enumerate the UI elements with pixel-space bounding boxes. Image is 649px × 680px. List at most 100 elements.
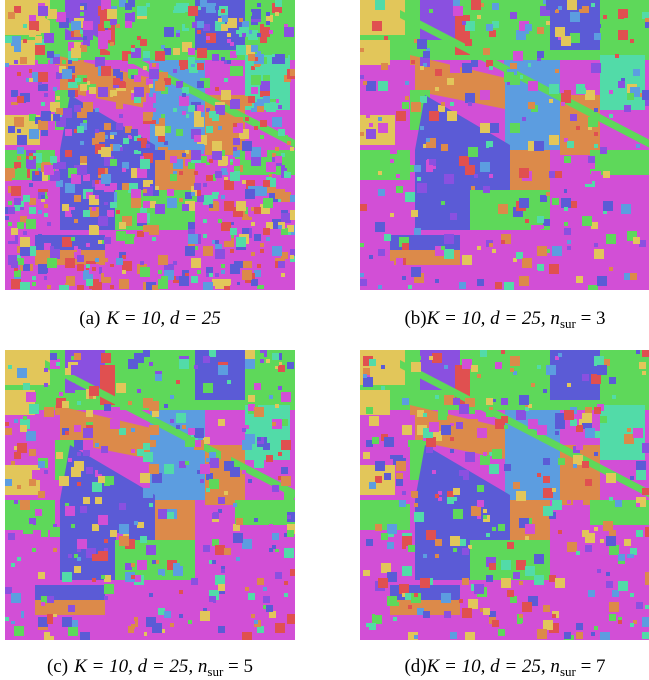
noise-pixel [83,39,90,46]
noise-pixel [158,608,165,615]
noise-pixel [176,3,180,7]
noise-pixel [405,192,415,202]
noise-pixel [480,255,487,262]
noise-pixel [366,114,370,118]
noise-pixel [221,569,225,573]
noise-pixel [227,18,237,28]
noise-pixel [462,21,466,25]
noise-pixel [492,527,496,531]
noise-pixel [104,476,114,486]
noise-pixel [597,569,601,573]
noise-pixel [266,605,273,612]
noise-pixel [203,545,210,552]
noise-pixel [233,524,240,531]
noise-pixel [23,383,30,390]
noise-pixel [278,365,285,372]
noise-pixel [95,497,102,504]
noise-pixel [209,452,216,459]
noise-pixel [624,539,631,546]
noise-pixel [134,87,144,97]
noise-pixel [71,467,81,477]
noise-pixel [215,249,225,259]
noise-pixel [17,129,21,133]
noise-pixel [453,6,463,16]
noise-pixel [122,261,132,271]
noise-pixel [600,416,607,423]
noise-pixel [17,368,27,378]
noise-pixel [272,545,276,549]
noise-pixel [5,617,9,621]
noise-pixel [384,36,388,40]
noise-pixel [137,512,147,522]
noise-pixel [71,365,81,375]
noise-pixel [528,81,538,91]
noise-pixel [480,123,490,133]
noise-pixel [107,210,114,217]
noise-pixel [257,437,261,441]
noise-pixel [206,506,213,513]
noise-pixel [206,126,213,133]
noise-pixel [104,258,108,262]
noise-pixel [525,24,532,31]
noise-pixel [101,147,111,157]
noise-pixel [149,464,159,474]
noise-pixel [576,623,583,630]
noise-pixel [447,497,454,504]
noise-pixel [227,213,231,217]
noise-pixel [152,189,159,196]
noise-pixel [272,485,279,492]
noise-pixel [83,210,90,217]
noise-pixel [110,407,120,417]
noise-pixel [110,90,117,97]
caption-tail: = 3 [576,308,606,329]
noise-pixel [287,377,294,384]
caption-label: (a) [79,308,100,329]
noise-pixel [197,105,204,112]
noise-pixel [47,51,54,58]
noise-pixel [155,150,165,160]
noise-pixel [564,228,571,235]
noise-pixel [260,66,267,73]
noise-pixel [263,198,273,208]
noise-pixel [254,207,261,214]
noise-pixel [378,123,388,133]
noise-pixel [65,431,69,435]
noise-pixel [110,42,114,46]
noise-pixel [287,168,291,172]
noise-pixel [29,207,36,214]
noise-pixel [152,285,159,292]
noise-pixel [375,461,385,471]
noise-pixel [29,183,33,187]
noise-pixel [17,222,24,229]
noise-pixel [633,237,640,244]
noise-pixel [86,410,93,417]
caption-math: K = 10, d = 25, n [73,656,207,677]
noise-pixel [227,60,231,64]
noise-pixel [92,578,96,582]
noise-pixel [224,461,234,471]
noise-pixel [585,479,592,486]
noise-pixel [417,183,427,193]
noise-pixel [44,243,51,250]
noise-pixel [134,96,141,103]
noise-pixel [573,464,577,468]
noise-pixel [564,207,568,211]
noise-pixel [468,407,475,414]
noise-pixel [486,24,493,31]
noise-pixel [477,279,484,286]
noise-pixel [227,380,231,384]
noise-pixel [471,186,475,190]
noise-pixel [471,60,478,67]
noise-pixel [14,419,18,423]
noise-pixel [137,36,141,40]
noise-pixel [636,461,646,471]
noise-pixel [263,75,270,82]
noise-pixel [236,237,246,247]
noise-pixel [149,362,153,366]
noise-pixel [11,228,18,235]
noise-pixel [152,473,162,483]
noise-pixel [582,174,592,184]
noise-pixel [161,114,165,118]
noise-pixel [642,617,649,627]
noise-pixel [206,473,213,480]
